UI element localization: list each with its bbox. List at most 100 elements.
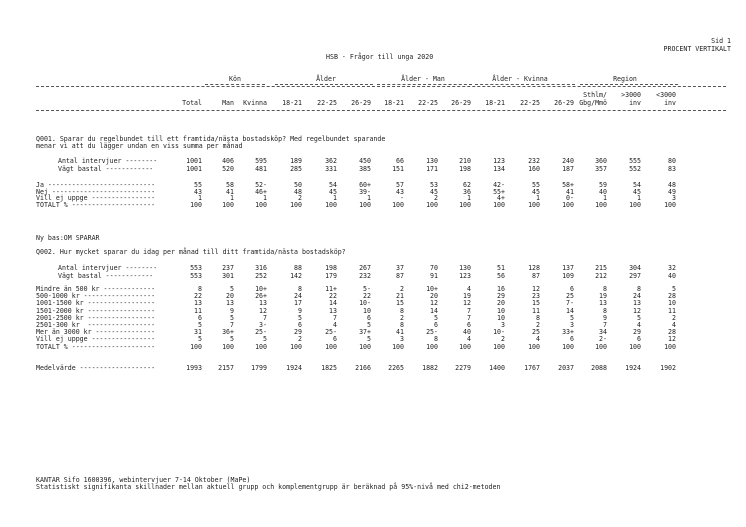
q1-base-row-value: 552 [629, 165, 641, 173]
q2-row-value: 25 [532, 328, 540, 337]
q2-row-value: 6 [637, 335, 641, 344]
q2-row-value: 2 [501, 335, 505, 344]
q2-row-value: 9 [230, 306, 234, 315]
q2-row-value: 10 [363, 306, 371, 315]
q2-row-label: 1501-2000 kr ----------------- [36, 306, 156, 315]
q2-row-value: 20 [497, 299, 505, 308]
q2-row-value: 7 [467, 313, 471, 322]
q2-mean-value: 2088 [591, 364, 607, 372]
q1-base-row-value: 80 [668, 157, 676, 165]
q2-row-label: 2501-300 kr ----------------- [36, 321, 156, 329]
q1-base-row-value: 1001 [186, 165, 202, 173]
header-rule-bottom [36, 110, 726, 111]
q1-row-value: 100 [664, 200, 676, 209]
q1-row-value: 58+ [562, 181, 574, 189]
q2-row-value: 3 [501, 321, 505, 329]
q2-row-value: 7 [230, 321, 234, 329]
q2-base-row-value: 56 [497, 272, 505, 280]
q1-row-value: 59 [599, 181, 607, 189]
q2-base-row-value: 179 [325, 272, 337, 280]
q2-row-value: 8 [637, 285, 641, 293]
column-header: 26-29 [451, 99, 471, 107]
q1-base-row-value: 362 [325, 157, 337, 165]
q2-mean-value: 1924 [286, 364, 302, 372]
group-header-kon: Kön [229, 75, 241, 83]
q2-row-value: 15 [396, 299, 404, 308]
q2-row-value: 5 [230, 313, 234, 322]
q2-row-value: 4 [536, 335, 540, 344]
q2-row-value: 21 [396, 292, 404, 301]
q2-base-row-value: 70 [430, 264, 438, 272]
q2-row-value: 3 [400, 335, 404, 344]
q1-row-value: 53 [430, 181, 438, 189]
q1-row-value: 45 [532, 187, 540, 196]
group-header-alder-man: Ålder - Man [401, 75, 445, 83]
column-header: 26-29 [554, 99, 574, 107]
q1-row-value: 62 [463, 181, 471, 189]
q1-row-value: 100 [629, 200, 641, 209]
q2-mean-value: 1882 [422, 364, 438, 372]
q2-base-row-value: 553 [190, 272, 202, 280]
q2-row-value: 23 [532, 292, 540, 301]
q2-row-value: 10 [497, 313, 505, 322]
q2-row-label: Mindre än 500 kr ------------- [36, 285, 156, 293]
q1-row-value: 45 [430, 187, 438, 196]
q2-row-value: 4 [467, 285, 471, 293]
q1-row-value: 45 [633, 187, 641, 196]
q2-row-value: 11 [194, 306, 202, 315]
group-header-alder: Ålder [316, 75, 336, 83]
q2-row-value: 3- [259, 321, 267, 329]
q1-row-value: 43 [194, 187, 202, 196]
q2-row-value: 10- [359, 299, 371, 308]
q2-row-value: 33+ [562, 328, 574, 337]
q2-row-value: 5 [434, 313, 438, 322]
q2-base-row-value: 212 [595, 272, 607, 280]
q1-base-row-value: 1001 [186, 157, 202, 165]
q1-row-value: 100 [222, 200, 234, 209]
q2-mean-value: 1902 [660, 364, 676, 372]
q2-row-value: 7 [603, 321, 607, 329]
q1-row-value: 55 [532, 181, 540, 189]
q2-row-value: 7 [333, 313, 337, 322]
q2-row-value: 13 [329, 306, 337, 315]
column-header: >3000 [621, 91, 641, 99]
q2-row-value: 6 [367, 313, 371, 322]
column-header: inv [629, 99, 641, 107]
q2-row-value: 16 [497, 285, 505, 293]
q1-row-value: 3 [672, 194, 676, 202]
q1-row-value: 48 [294, 187, 302, 196]
q2-row-label: TOTALT % --------------------- [36, 342, 156, 351]
q2-row-value: 6 [333, 335, 337, 344]
q1-title-line2: menar vi att du lägger undan en viss sum… [36, 142, 243, 150]
q1-row-value: 100 [392, 200, 404, 209]
q2-row-value: 7 [467, 306, 471, 315]
q2-row-value: 12 [259, 306, 267, 315]
q1-base-row-value: 520 [222, 165, 234, 173]
q2-row-value: 34 [599, 328, 607, 337]
q2-row-value: 40 [463, 328, 471, 337]
q2-row-value: 5 [570, 313, 574, 322]
q1-row-value: 100 [190, 200, 202, 209]
q2-row-value: 22 [329, 292, 337, 301]
q2-row-value: 2 [400, 285, 404, 293]
q2-row-value: 22 [194, 292, 202, 301]
q2-mean-value: 1825 [321, 364, 337, 372]
q2-base-row-value: 51 [497, 264, 505, 272]
q2-base-row-value: 37 [396, 264, 404, 272]
q1-base-row-value: 240 [562, 157, 574, 165]
q1-base-row-value: 331 [325, 165, 337, 173]
column-header: Sthlm/ [583, 91, 607, 99]
q2-row-value: 37+ [359, 328, 371, 337]
q1-row-value: 1 [536, 194, 540, 202]
q2-row-value: 15 [532, 299, 540, 308]
column-header: Total [182, 99, 202, 107]
q2-row-value: 19 [463, 292, 471, 301]
q2-row-value: 5 [672, 285, 676, 293]
q1-row-value: 45 [329, 187, 337, 196]
q1-base-row-value: 134 [493, 165, 505, 173]
q2-mean-value: 1767 [524, 364, 540, 372]
q1-row-value: 52- [255, 181, 267, 189]
column-header: Kvinna [243, 99, 267, 107]
q2-base-row-value: 553 [190, 264, 202, 272]
q2-row-value: 3 [570, 321, 574, 329]
